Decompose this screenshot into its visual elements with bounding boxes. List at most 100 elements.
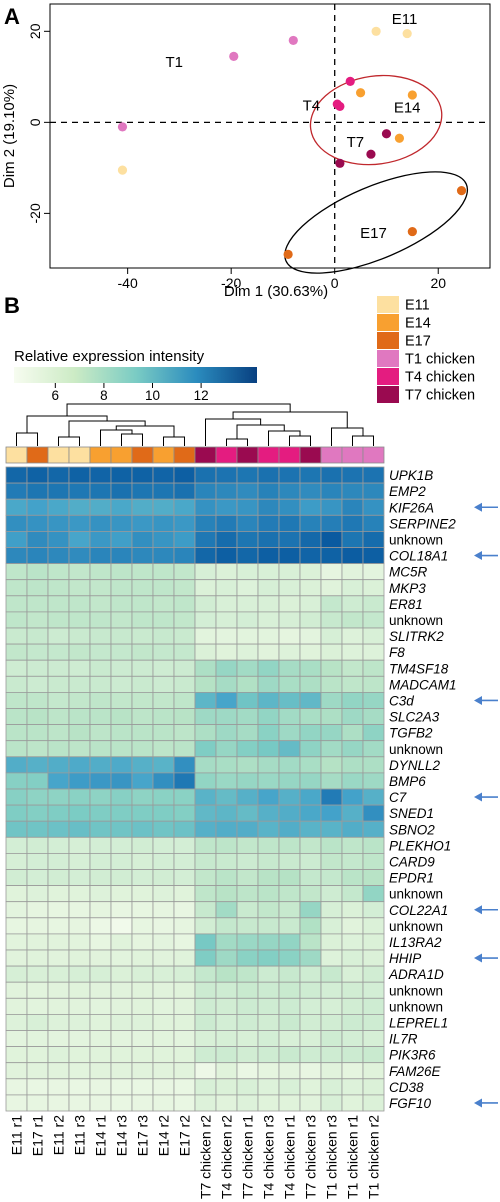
heatmap-cell [174, 837, 195, 853]
heatmap-cell [300, 773, 321, 789]
heatmap-cell [216, 934, 237, 950]
heatmap-cell [153, 853, 174, 869]
heatmap-cell [174, 821, 195, 837]
heatmap-cell [237, 741, 258, 757]
heatmap-cell [111, 548, 132, 564]
heatmap-column-labels: E11 r1 E17 r1 E11 r2 E11 r3 E14 r1 E14 r3 E17 … [9, 1115, 382, 1199]
heatmap-cell [69, 789, 90, 805]
row-label: MKP3 [389, 581, 426, 596]
heatmap-cell [321, 1095, 342, 1111]
heatmap-cell [237, 870, 258, 886]
heatmap-cell [237, 853, 258, 869]
heatmap-cell [258, 531, 279, 547]
heatmap-cell [90, 1079, 111, 1095]
heatmap-cell [69, 966, 90, 982]
heatmap-cell [363, 1014, 384, 1030]
group-bar-cell [321, 447, 342, 463]
heatmap-cell [174, 692, 195, 708]
heatmap-cell [69, 725, 90, 741]
heatmap-cell [132, 1063, 153, 1079]
heatmap-cell [27, 773, 48, 789]
heatmap-cell [195, 789, 216, 805]
heatmap-cell [216, 1063, 237, 1079]
heatmap-cell [153, 741, 174, 757]
heatmap-cell [69, 612, 90, 628]
heatmap-cell [69, 982, 90, 998]
heatmap-cell [279, 531, 300, 547]
heatmap-cell [132, 757, 153, 773]
heatmap-cell [342, 725, 363, 741]
heatmap-cell [300, 1014, 321, 1030]
heatmap-cell [6, 580, 27, 596]
heatmap-cell [6, 676, 27, 692]
heatmap-cell [90, 789, 111, 805]
heatmap-cell [195, 982, 216, 998]
heatmap-cell [27, 950, 48, 966]
heatmap-cell [258, 805, 279, 821]
scatter-plot-frame [50, 4, 490, 268]
heatmap-cell [6, 998, 27, 1014]
heatmap-cell [90, 918, 111, 934]
heatmap-cell [6, 725, 27, 741]
heatmap-cell [69, 483, 90, 499]
heatmap-cell [6, 1031, 27, 1047]
heatmap-cell [174, 531, 195, 547]
heatmap-cell [300, 692, 321, 708]
heatmap-cell [342, 870, 363, 886]
heatmap-cell [69, 660, 90, 676]
group-legend: E11E14E17T1 chickenT4 chickenT7 chicken [377, 296, 475, 404]
heatmap-cell [195, 837, 216, 853]
heatmap-cell [111, 564, 132, 580]
heatmap-cell [237, 757, 258, 773]
heatmap-cell [27, 531, 48, 547]
heatmap-cell [321, 950, 342, 966]
heatmap-cell [6, 692, 27, 708]
heatmap-cell [258, 725, 279, 741]
column-label: E14 r3 [114, 1115, 130, 1156]
heatmap-cell [195, 515, 216, 531]
heatmap-cell [69, 1047, 90, 1063]
heatmap-cell [342, 982, 363, 998]
heatmap-cell [237, 934, 258, 950]
heatmap-cell [69, 918, 90, 934]
heatmap-cell [195, 821, 216, 837]
heatmap-cell [321, 467, 342, 483]
heatmap-cell [69, 709, 90, 725]
legend-swatch [377, 386, 399, 403]
row-label: IL13RA2 [389, 935, 442, 950]
heatmap-cell [300, 596, 321, 612]
heatmap-cell [111, 757, 132, 773]
heatmap-cell [216, 741, 237, 757]
heatmap-cell [153, 596, 174, 612]
heatmap-cell [300, 789, 321, 805]
heatmap-cell [363, 1079, 384, 1095]
heatmap-cell [27, 902, 48, 918]
heatmap-cell [300, 483, 321, 499]
heatmap-cell [363, 467, 384, 483]
heatmap-cell [258, 644, 279, 660]
heatmap-cell [111, 660, 132, 676]
heatmap-cell [153, 1031, 174, 1047]
heatmap-cell [174, 483, 195, 499]
heatmap-cell [342, 596, 363, 612]
heatmap-cell [342, 837, 363, 853]
heatmap-cell [216, 1031, 237, 1047]
scatter-plot-area: -40 -20 0 20 -20 0 20 E11 T1 T4 E14 T7 E17 [27, 4, 490, 294]
heatmap-cell [342, 531, 363, 547]
heatmap-cell [258, 773, 279, 789]
heatmap-cell [321, 596, 342, 612]
colorbar-tick-label: 10 [145, 388, 160, 403]
heatmap-cell [195, 966, 216, 982]
heatmap-cell [216, 853, 237, 869]
heatmap-cell [90, 853, 111, 869]
heatmap-cell [300, 918, 321, 934]
heatmap-cell [321, 853, 342, 869]
heatmap-cell [69, 805, 90, 821]
heatmap-cell [153, 692, 174, 708]
heatmap-cell [48, 886, 69, 902]
heatmap-cell [258, 1014, 279, 1030]
group-bar-cell [342, 447, 363, 463]
heatmap-cell [342, 548, 363, 564]
heatmap-cell [195, 709, 216, 725]
heatmap-cell [258, 660, 279, 676]
